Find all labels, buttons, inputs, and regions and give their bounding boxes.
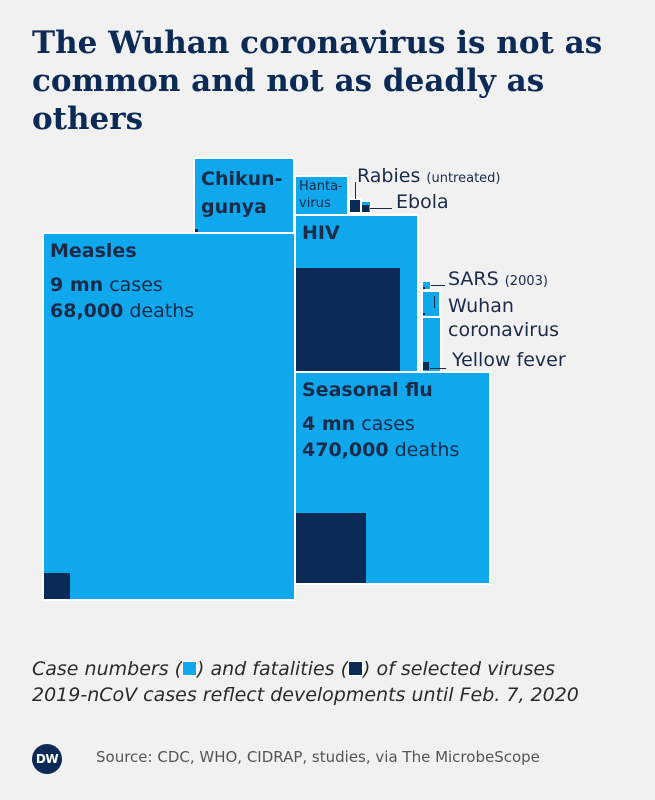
- dw-logo: DW: [32, 744, 62, 774]
- chart-title: The Wuhan coronavirus is not as common a…: [32, 25, 603, 137]
- seasonal-flu-label: Seasonal flu: [302, 379, 433, 401]
- yellow-fever-deaths-square: [423, 362, 429, 370]
- deaths-legend-swatch: [348, 661, 364, 676]
- ebola-deaths-square: [362, 205, 369, 212]
- seasonal-flu-deaths-square: [296, 513, 366, 583]
- rabies-leader: [355, 182, 356, 199]
- rabies-label: Rabies (untreated): [357, 165, 501, 187]
- source-text: Source: CDC, WHO, CIDRAP, studies, via T…: [96, 748, 540, 766]
- wuhan-deaths-square: [423, 313, 425, 315]
- yellow-fever-leader: [430, 368, 446, 369]
- measles-deaths-label: 68,000 deaths: [50, 300, 195, 322]
- chart-caption: Case numbers () and fatalities () of sel…: [32, 658, 579, 706]
- sars-deaths-square: [423, 287, 425, 289]
- measles-name: Measles: [50, 240, 137, 262]
- measles-deaths-square: [44, 573, 70, 599]
- seasonal-flu-deaths-label: 470,000 deaths: [302, 439, 460, 461]
- hantavirus-label: Hanta- virus: [299, 179, 343, 211]
- footer: DW Source: CDC, WHO, CIDRAP, studies, vi…: [32, 742, 632, 778]
- chikungunya-deaths-square: [195, 229, 198, 232]
- yellow-fever-label: Yellow fever: [452, 349, 566, 371]
- seasonal-flu-cases-label: 4 mn cases: [302, 413, 415, 435]
- virus-chart: Measles 9 mn cases 68,000 deaths Chikun-…: [42, 157, 566, 601]
- wuhan-leader: [434, 296, 435, 308]
- sars-leader: [431, 285, 445, 286]
- wuhan-label: Wuhan coronavirus: [448, 295, 560, 341]
- chikungunya-label: Chikun- gunya: [201, 168, 283, 218]
- chikungunya-cases-square: [193, 157, 295, 234]
- measles-cases-label: 9 mn cases: [50, 274, 163, 296]
- ebola-label: Ebola: [396, 191, 449, 213]
- cases-legend-swatch: [182, 661, 198, 676]
- hiv-label: HIV: [302, 222, 340, 244]
- measles-label: Measles: [50, 238, 137, 264]
- sars-label: SARS (2003): [448, 268, 548, 290]
- ebola-leader: [370, 208, 392, 209]
- rabies-deaths-square: [350, 200, 360, 212]
- hiv-deaths-square: [296, 268, 400, 371]
